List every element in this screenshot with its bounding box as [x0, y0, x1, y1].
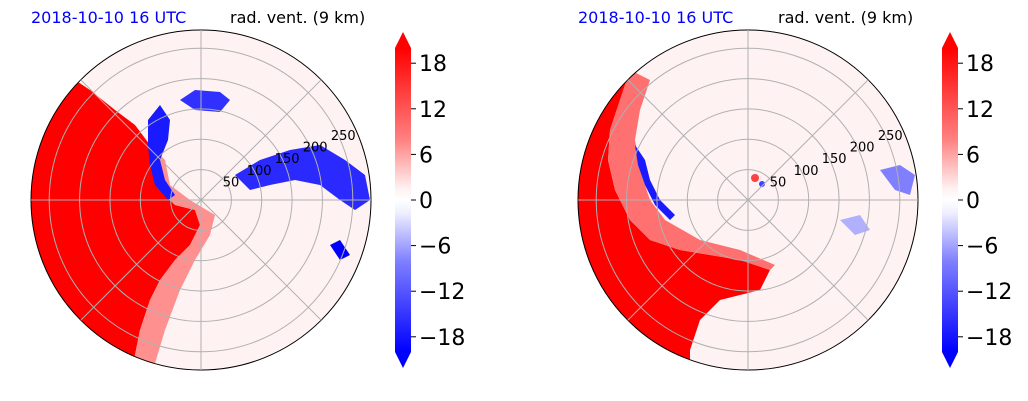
colorbar-tick-label: 18: [966, 52, 994, 77]
radial-tick-label: 250: [878, 129, 903, 144]
grid-spoke: [80, 79, 202, 201]
colorbar-tick-label: 6: [419, 143, 433, 168]
left-date-label: 2018-10-10 16 UTC: [31, 8, 186, 27]
grid-spoke: [200, 199, 322, 321]
radial-tick-label: 200: [850, 141, 875, 156]
colorbar-tick-label: −12: [419, 280, 465, 305]
radial-tick-label: 250: [331, 129, 356, 144]
radial-tick-label: 50: [770, 175, 787, 190]
right-polar-grid: [578, 30, 918, 370]
colorbar-tick-label: 0: [966, 189, 980, 214]
grid-spoke: [80, 199, 202, 321]
left-colorbar: 18 12 6 0 −6 −12 −18: [395, 32, 465, 368]
right-date-label: 2018-10-10 16 UTC: [578, 8, 733, 27]
colorbar-tick-label: 18: [419, 52, 447, 77]
radial-tick-label: 100: [794, 164, 819, 179]
radial-tick-label: 150: [275, 152, 300, 167]
left-negative-band: [235, 145, 370, 210]
left-panel: 2018-10-10 16 UTC rad. vent. (9 km) 50 10…: [30, 8, 465, 371]
colorbar-tick-label: 12: [966, 98, 994, 123]
colorbar-tick-label: 0: [419, 189, 433, 214]
grid-spoke: [627, 199, 749, 321]
radial-tick-label: 150: [822, 152, 847, 167]
left-polar-grid: [31, 30, 371, 370]
right-positive-region: [578, 60, 770, 370]
right-negative-front: [635, 145, 675, 220]
radial-tick-label: 100: [247, 164, 272, 179]
right-panel: 2018-10-10 16 UTC rad. vent. (9 km) 50 10…: [577, 8, 1012, 371]
colorbar-tick-label: −12: [966, 280, 1012, 305]
grid-spoke: [747, 79, 869, 201]
grid-spoke: [627, 79, 749, 201]
grid-spoke: [747, 199, 869, 321]
right-colorbar: 18 12 6 0 −6 −12 −18: [942, 32, 1012, 368]
grid-spoke: [200, 79, 322, 201]
right-chart-title: rad. vent. (9 km): [778, 8, 913, 27]
radial-tick-label: 50: [223, 175, 240, 190]
colorbar-tick-label: −6: [966, 235, 998, 260]
colorbar-tick-label: −18: [966, 326, 1012, 351]
radial-tick-label: 200: [303, 141, 328, 156]
colorbar-tick-label: −6: [419, 235, 451, 260]
left-chart-title: rad. vent. (9 km): [230, 8, 365, 27]
colorbar-tick-label: 6: [966, 143, 980, 168]
colorbar-tick-label: 12: [419, 98, 447, 123]
colorbar-tick-label: −18: [419, 326, 465, 351]
left-positive-region: [31, 40, 200, 370]
left-negative-front: [148, 105, 175, 200]
